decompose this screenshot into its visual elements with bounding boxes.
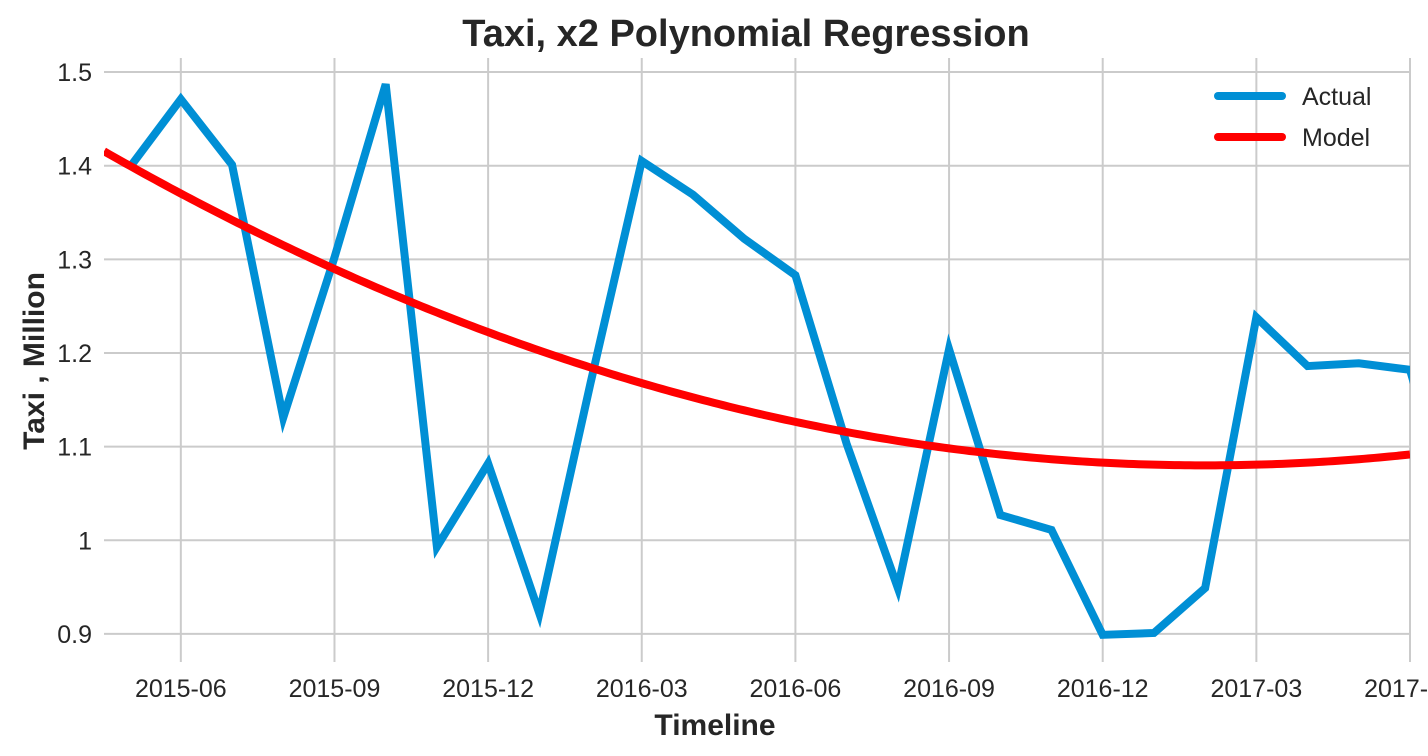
plot-background [104, 58, 1410, 662]
x-ticks-layer: 2015-06 2015-09 2015-12 2016-03 2016-06 2016-… [135, 675, 1428, 703]
y-tick-label: 1.3 [57, 246, 92, 274]
x-axis-label: Timeline [654, 709, 775, 742]
legend-model-label: Model [1302, 124, 1370, 152]
x-tick-label: 2016-06 [750, 675, 842, 703]
model-series-line [104, 147, 1410, 470]
x-tick-label: 2016-12 [1057, 675, 1149, 703]
grid-layer [104, 58, 1411, 662]
x-tick-label: 2017-03 [1210, 675, 1302, 703]
legend-actual-label: Actual [1302, 83, 1371, 111]
y-tick-label: 1.1 [57, 434, 92, 462]
x-tick-label: 2015-09 [289, 675, 381, 703]
y-tick-label: 1 [78, 527, 92, 555]
y-ticks-layer: 0.9 1 1.1 1.2 1.3 1.4 1.5 [57, 59, 92, 649]
series-layer [104, 83, 1410, 639]
y-tick-label: 1.5 [57, 59, 92, 87]
y-axis-label: Taxi , Million [18, 272, 51, 450]
y-tick-label: 0.9 [57, 621, 92, 649]
y-tick-label: 1.2 [57, 340, 92, 368]
x-tick-label: 2015-06 [135, 675, 227, 703]
legend: Actual Model [1214, 83, 1371, 152]
chart-title: Taxi, x2 Polynomial Regression [462, 13, 1029, 55]
x-tick-label: 2016-09 [903, 675, 995, 703]
y-tick-label: 1.4 [57, 153, 92, 181]
x-tick-label: 2017-06 [1364, 675, 1428, 703]
x-tick-label: 2015-12 [442, 675, 534, 703]
x-tick-label: 2016-03 [596, 675, 688, 703]
actual-series-line [126, 83, 1410, 639]
